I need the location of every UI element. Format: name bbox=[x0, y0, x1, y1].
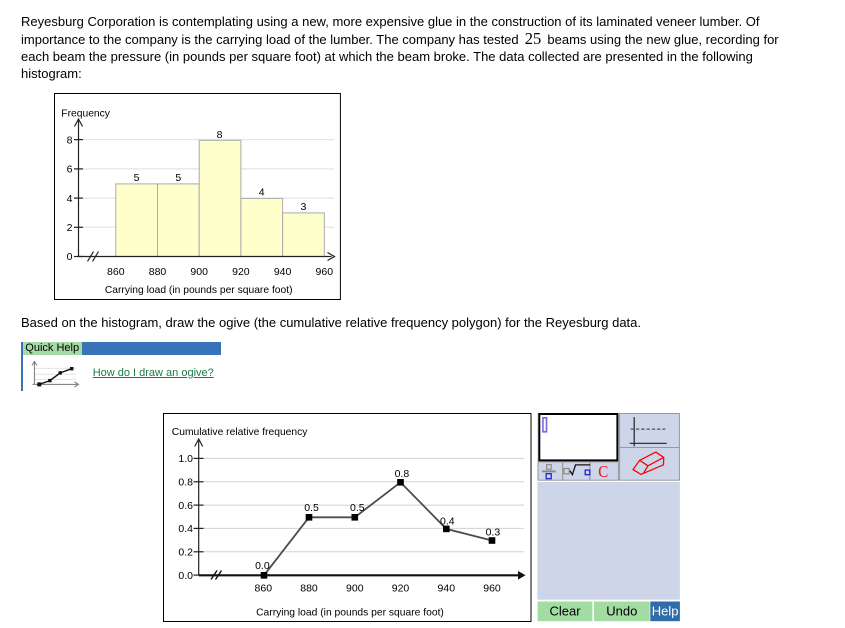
svg-text:920: 920 bbox=[232, 266, 250, 278]
svg-text:960: 960 bbox=[316, 266, 334, 278]
svg-text:0: 0 bbox=[67, 251, 73, 263]
svg-text:Cumulative relative frequency: Cumulative relative frequency bbox=[172, 427, 308, 438]
svg-text:1.0: 1.0 bbox=[178, 453, 193, 465]
svg-text:Undo: Undo bbox=[606, 603, 637, 618]
svg-text:C: C bbox=[598, 463, 608, 481]
svg-text:5: 5 bbox=[175, 172, 181, 184]
svg-text:8: 8 bbox=[217, 129, 223, 141]
svg-text:900: 900 bbox=[346, 582, 364, 594]
svg-text:Frequency: Frequency bbox=[61, 108, 111, 119]
svg-text:3: 3 bbox=[300, 201, 306, 213]
svg-text:0.8: 0.8 bbox=[395, 468, 410, 480]
svg-text:6: 6 bbox=[67, 164, 73, 176]
svg-text:0.5: 0.5 bbox=[350, 502, 365, 514]
svg-text:960: 960 bbox=[483, 582, 501, 594]
svg-text:Help: Help bbox=[652, 603, 679, 618]
svg-text:0.6: 0.6 bbox=[178, 500, 193, 512]
svg-text:5: 5 bbox=[134, 172, 140, 184]
svg-text:2: 2 bbox=[67, 222, 73, 234]
svg-text:4: 4 bbox=[259, 187, 265, 199]
svg-text:0.0: 0.0 bbox=[255, 560, 270, 572]
svg-text:0.2: 0.2 bbox=[178, 547, 193, 559]
svg-text:860: 860 bbox=[255, 582, 273, 594]
svg-text:0.0: 0.0 bbox=[178, 570, 193, 582]
svg-text:0.4: 0.4 bbox=[440, 516, 455, 528]
svg-text:900: 900 bbox=[190, 266, 208, 278]
svg-text:0.3: 0.3 bbox=[486, 527, 501, 539]
svg-text:880: 880 bbox=[300, 582, 318, 594]
svg-text:0.8: 0.8 bbox=[178, 477, 193, 489]
svg-text:940: 940 bbox=[274, 266, 292, 278]
svg-text:860: 860 bbox=[107, 266, 125, 278]
svg-text:0.4: 0.4 bbox=[178, 523, 193, 535]
svg-text:0.5: 0.5 bbox=[304, 502, 319, 514]
svg-text:Carrying load (in pounds per s: Carrying load (in pounds per square foot… bbox=[256, 607, 444, 618]
svg-text:920: 920 bbox=[392, 582, 410, 594]
svg-text:Clear: Clear bbox=[549, 603, 581, 618]
svg-text:880: 880 bbox=[149, 266, 167, 278]
svg-text:Carrying load (in pounds per s: Carrying load (in pounds per square foot… bbox=[105, 285, 293, 296]
svg-text:940: 940 bbox=[438, 582, 456, 594]
svg-text:8: 8 bbox=[67, 134, 73, 146]
svg-text:4: 4 bbox=[67, 193, 73, 205]
